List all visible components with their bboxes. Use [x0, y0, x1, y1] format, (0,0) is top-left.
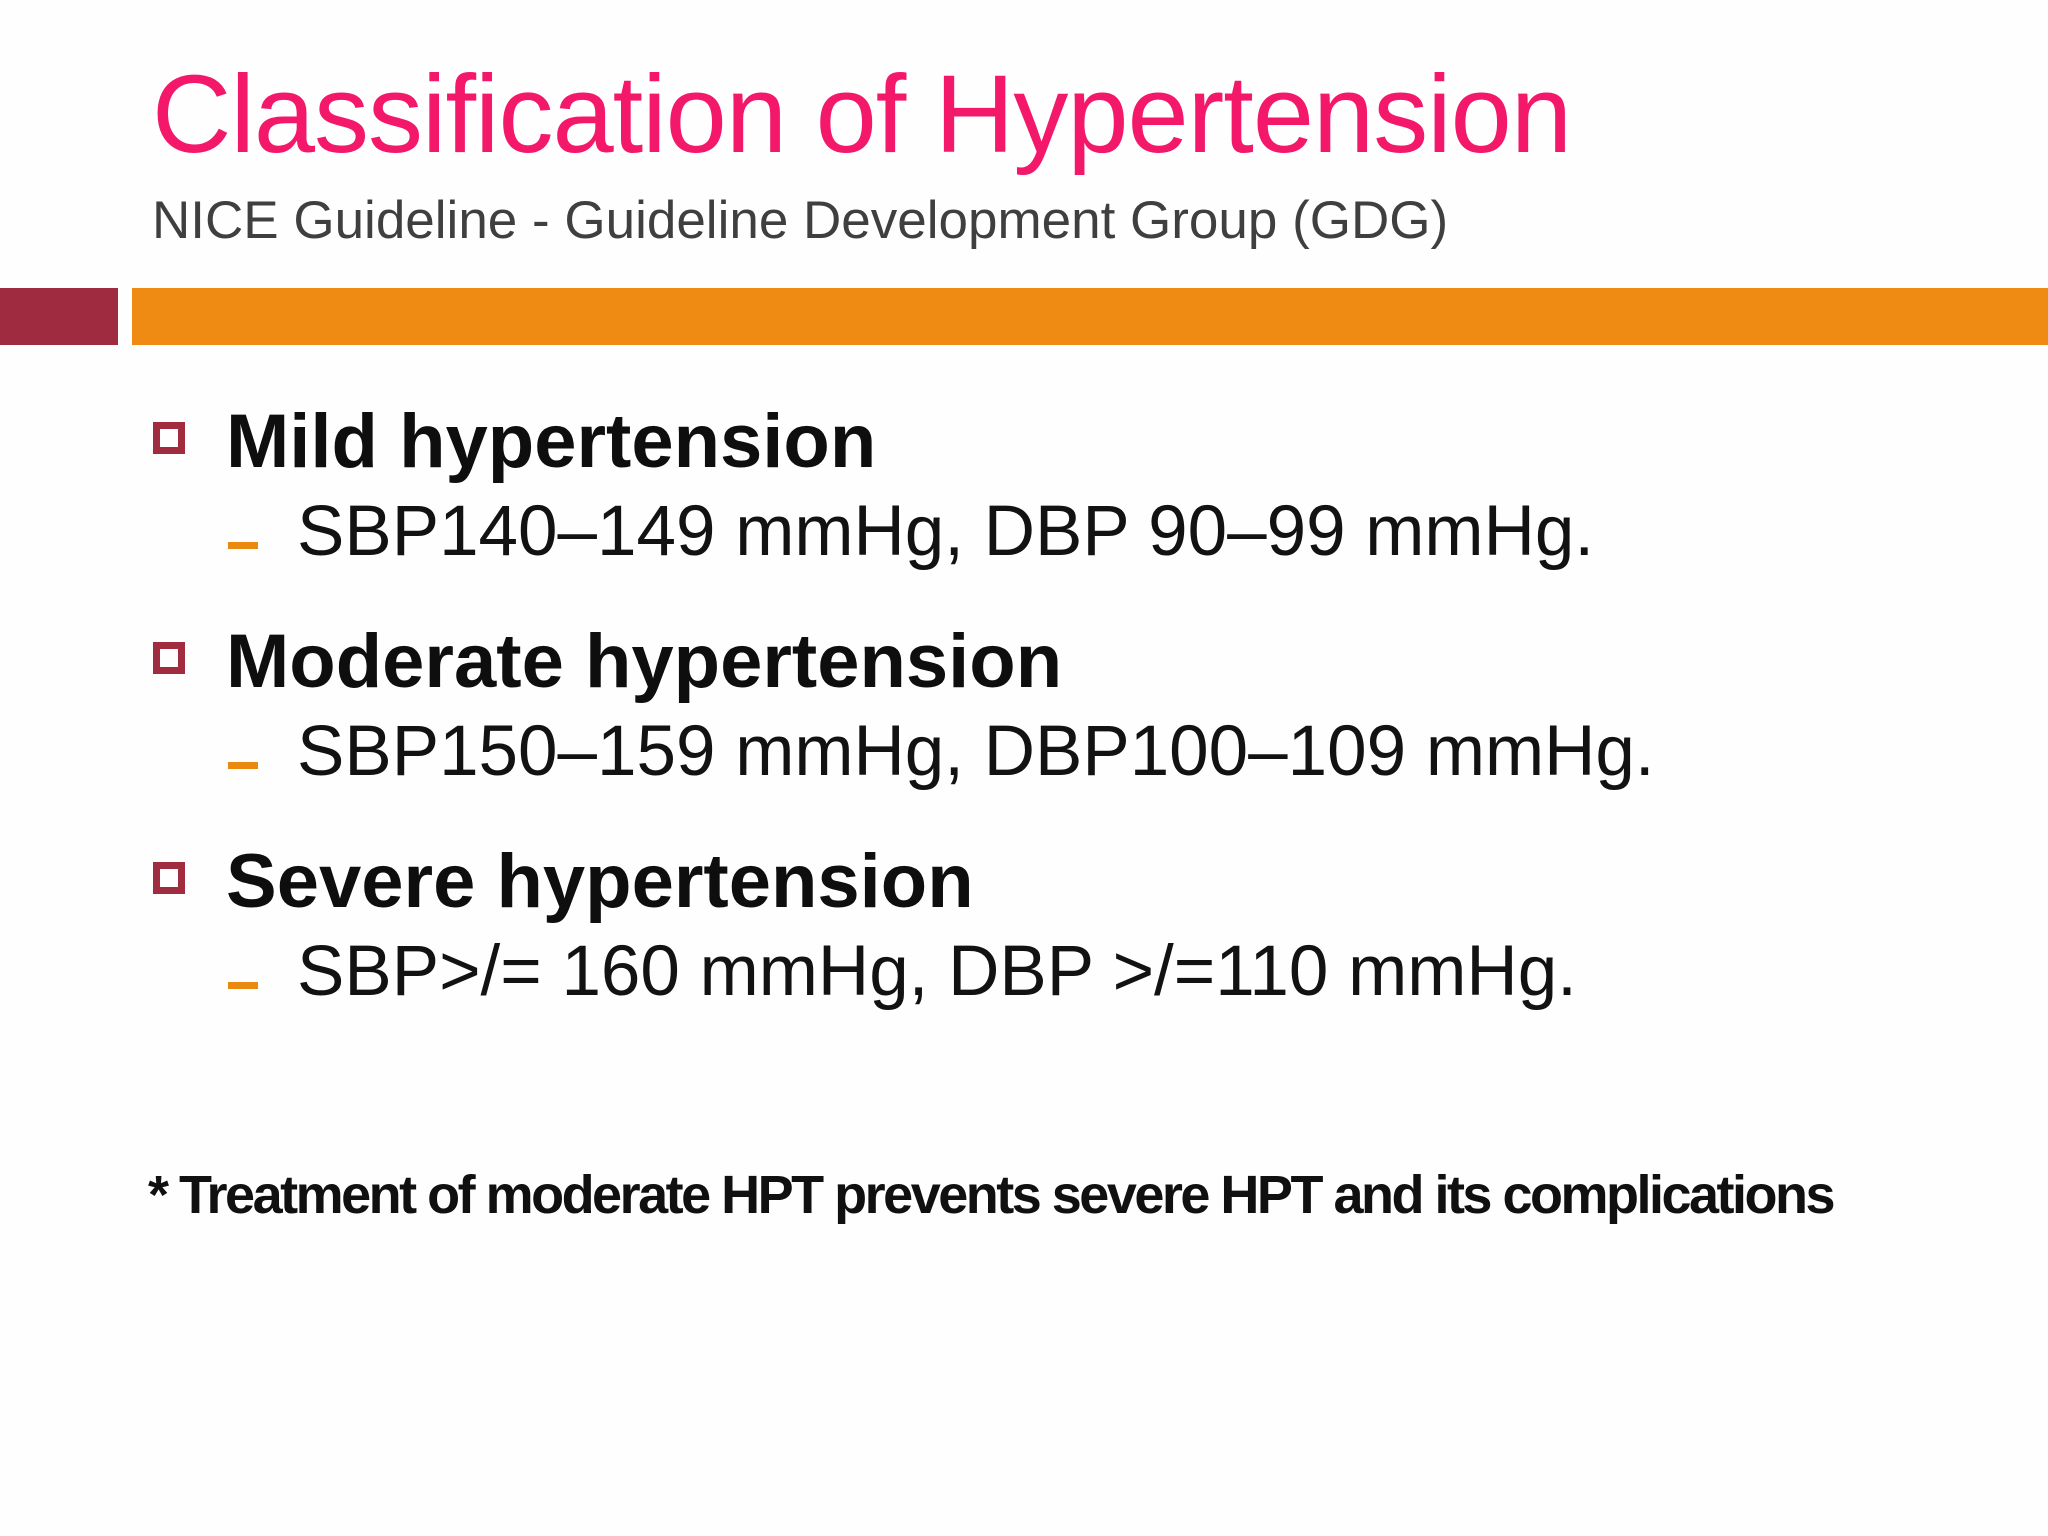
accent-block-maroon [0, 288, 118, 345]
slide-title: Classification of Hypertension [152, 53, 1572, 176]
square-bullet-icon [153, 862, 185, 894]
dash-bullet-icon [228, 542, 258, 549]
square-bullet-icon [153, 422, 185, 454]
detail-severe-hypertension: SBP>/= 160 mmHg, DBP >/=110 mmHg. [297, 932, 1577, 1011]
footnote-text: * Treatment of moderate HPT prevents sev… [148, 1165, 1836, 1225]
dash-bullet-icon [228, 982, 258, 989]
bullet-severe-hypertension: Severe hypertension [226, 839, 974, 924]
square-bullet-icon [153, 642, 185, 674]
detail-moderate-hypertension: SBP150–159 mmHg, DBP100–109 mmHg. [297, 712, 1655, 791]
bullet-moderate-hypertension: Moderate hypertension [226, 619, 1063, 704]
bullet-mild-hypertension: Mild hypertension [226, 399, 877, 484]
dash-bullet-icon [228, 762, 258, 769]
detail-mild-hypertension: SBP140–149 mmHg, DBP 90–99 mmHg. [297, 492, 1595, 571]
slide-subtitle: NICE Guideline - Guideline Development G… [152, 191, 1449, 250]
accent-band-orange [132, 288, 2048, 345]
